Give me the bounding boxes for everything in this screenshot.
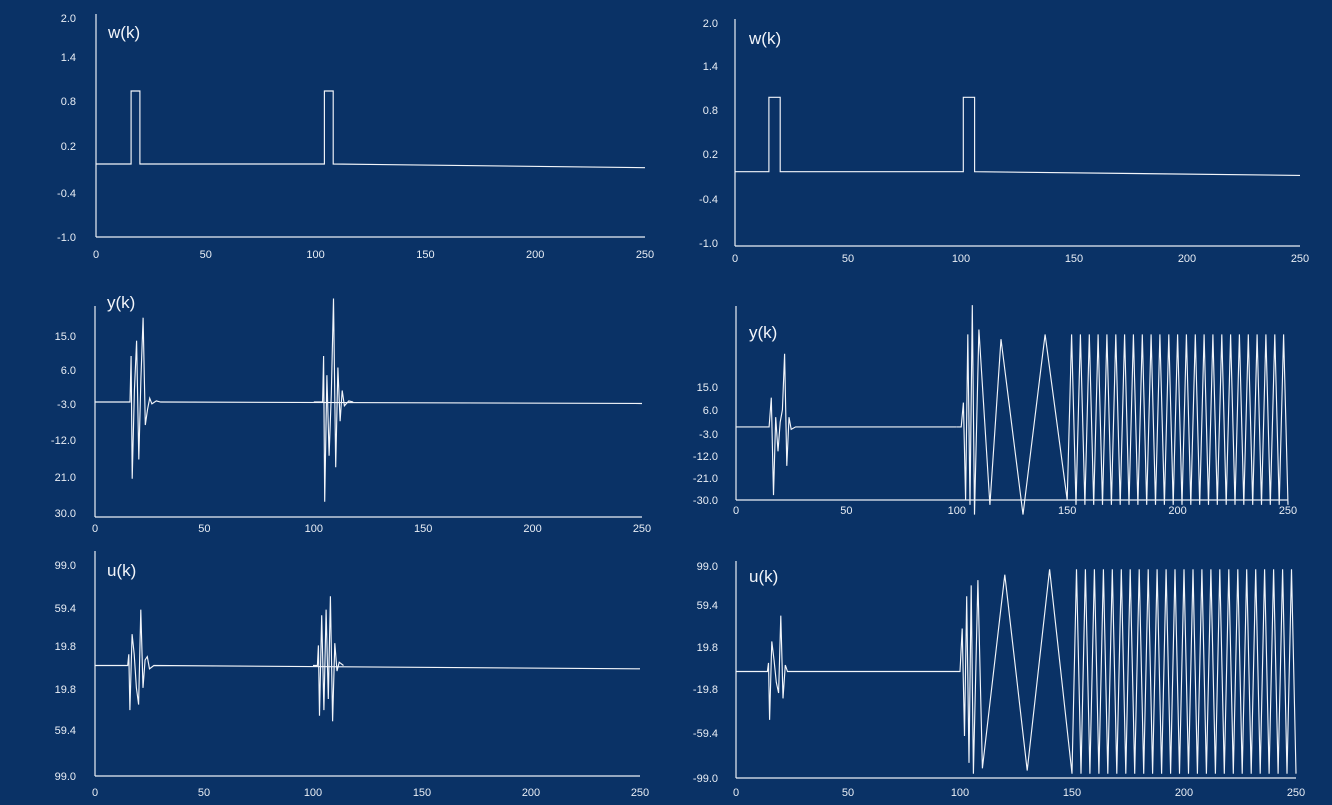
x-tick-label: 100 xyxy=(306,249,324,261)
x-tick-label: 250 xyxy=(633,523,651,535)
series-line xyxy=(313,298,354,502)
y-tick-label: 6.0 xyxy=(703,405,718,417)
chart-panel-1: w(k) 2.0 1.4 0.8 0.2 -0.4 -1.0 0 50 100 150 200 250 xyxy=(57,13,654,261)
x-tick-label: 50 xyxy=(198,523,210,535)
y-tick-label: 0.2 xyxy=(61,141,76,153)
series-line xyxy=(955,569,1297,774)
y-tick-label: -0.4 xyxy=(57,188,76,200)
y-tick-label: 99.0 xyxy=(55,771,76,783)
y-tick-label: -3.0 xyxy=(699,429,718,441)
y-tick-label: 99.0 xyxy=(697,561,718,573)
y-tick-label: 59.4 xyxy=(55,725,76,737)
x-tick-label: 200 xyxy=(1178,253,1196,265)
y-tick-label: 30.0 xyxy=(55,508,76,520)
x-tick-label: 150 xyxy=(414,523,432,535)
chart-panel-6: u(k) 99.0 59.4 19.8 -19.8 -59.4 -99.0 0 50 100 150… xyxy=(693,561,1305,799)
chart-panel-4: y(k) 15.0 6.0 -3.0 -12.0 -21.0 -30.0 0 50 100 150 2… xyxy=(693,305,1297,517)
x-tick-label: 200 xyxy=(522,787,540,799)
x-tick-label: 200 xyxy=(1175,787,1193,799)
y-tick-label: -30.0 xyxy=(693,495,718,507)
y-tick-label: 0.8 xyxy=(703,105,718,117)
x-tick-label: 250 xyxy=(1279,505,1297,517)
x-tick-label: 0 xyxy=(733,505,739,517)
y-tick-label: -12.0 xyxy=(51,435,76,447)
y-tick-label: 0.8 xyxy=(61,96,76,108)
y-tick-label: -21.0 xyxy=(693,473,718,485)
x-tick-label: 200 xyxy=(526,249,544,261)
x-tick-label: 150 xyxy=(1058,505,1076,517)
x-tick-label: 100 xyxy=(951,787,969,799)
chart-panel-3: y(k) 15.0 6.0 -3.0 -12.0 21.0 30.0 0 50 100 150 200… xyxy=(51,293,651,535)
y-tick-label: -3.0 xyxy=(57,399,76,411)
y-tick-label: 15.0 xyxy=(55,331,76,343)
chart-panel-5: u(k) 99.0 59.4 19.8 19.8 59.4 99.0 0 50 100 150 200… xyxy=(55,551,649,799)
chart-title: u(k) xyxy=(107,561,136,580)
y-tick-label: 1.4 xyxy=(61,52,76,64)
x-tick-label: 50 xyxy=(200,249,212,261)
chart-title: u(k) xyxy=(749,567,778,586)
y-tick-label: 99.0 xyxy=(55,560,76,572)
x-tick-label: 100 xyxy=(304,787,322,799)
x-tick-label: 0 xyxy=(92,787,98,799)
x-tick-label: 50 xyxy=(842,253,854,265)
x-tick-label: 200 xyxy=(523,523,541,535)
y-tick-label: -19.8 xyxy=(693,684,718,696)
y-tick-label: -99.0 xyxy=(693,773,718,785)
y-tick-label: 59.4 xyxy=(697,600,718,612)
y-tick-label: 59.4 xyxy=(55,603,76,615)
x-tick-label: 150 xyxy=(416,249,434,261)
y-tick-label: 19.8 xyxy=(55,641,76,653)
x-tick-label: 0 xyxy=(732,253,738,265)
x-tick-label: 150 xyxy=(1063,787,1081,799)
y-tick-label: -0.4 xyxy=(699,194,718,206)
y-tick-label: 19.8 xyxy=(55,684,76,696)
x-tick-label: 50 xyxy=(840,505,852,517)
y-tick-label: 0.2 xyxy=(703,149,718,161)
x-tick-label: 250 xyxy=(631,787,649,799)
x-tick-label: 0 xyxy=(93,249,99,261)
y-tick-label: 6.0 xyxy=(61,365,76,377)
x-tick-label: 100 xyxy=(948,505,966,517)
y-tick-label: 15.0 xyxy=(697,382,718,394)
y-tick-label: 19.8 xyxy=(697,642,718,654)
x-tick-label: 250 xyxy=(636,249,654,261)
x-tick-label: 0 xyxy=(733,787,739,799)
x-tick-label: 100 xyxy=(952,253,970,265)
x-tick-label: 0 xyxy=(92,523,98,535)
series-line xyxy=(736,353,957,496)
y-tick-label: -1.0 xyxy=(699,238,718,250)
chart-title: y(k) xyxy=(107,293,135,312)
y-tick-label: -59.4 xyxy=(693,728,718,740)
series-line xyxy=(313,596,344,722)
x-tick-label: 50 xyxy=(198,787,210,799)
series-line xyxy=(96,90,646,169)
series-line xyxy=(956,305,1289,515)
x-tick-label: 50 xyxy=(842,787,854,799)
series-line xyxy=(95,317,643,479)
chart-panel-2: w(k) 2.0 1.4 0.8 0.2 -0.4 -1.0 0 50 100 150 200 250 xyxy=(699,18,1309,265)
x-tick-label: 200 xyxy=(1168,505,1186,517)
y-tick-label: -1.0 xyxy=(57,232,76,244)
y-tick-label: 2.0 xyxy=(61,13,76,25)
x-tick-label: 250 xyxy=(1291,253,1309,265)
series-line xyxy=(736,615,956,720)
x-tick-label: 150 xyxy=(1065,253,1083,265)
x-tick-label: 250 xyxy=(1287,787,1305,799)
x-tick-label: 150 xyxy=(413,787,431,799)
chart-title: w(k) xyxy=(748,29,781,48)
y-tick-label: -12.0 xyxy=(693,451,718,463)
series-line xyxy=(735,96,1301,176)
y-tick-label: 1.4 xyxy=(703,61,718,73)
chart-title: w(k) xyxy=(107,23,140,42)
series-line xyxy=(95,609,641,711)
y-tick-label: 21.0 xyxy=(55,472,76,484)
chart-title: y(k) xyxy=(749,323,777,342)
x-tick-label: 100 xyxy=(305,523,323,535)
y-tick-label: 2.0 xyxy=(703,18,718,30)
